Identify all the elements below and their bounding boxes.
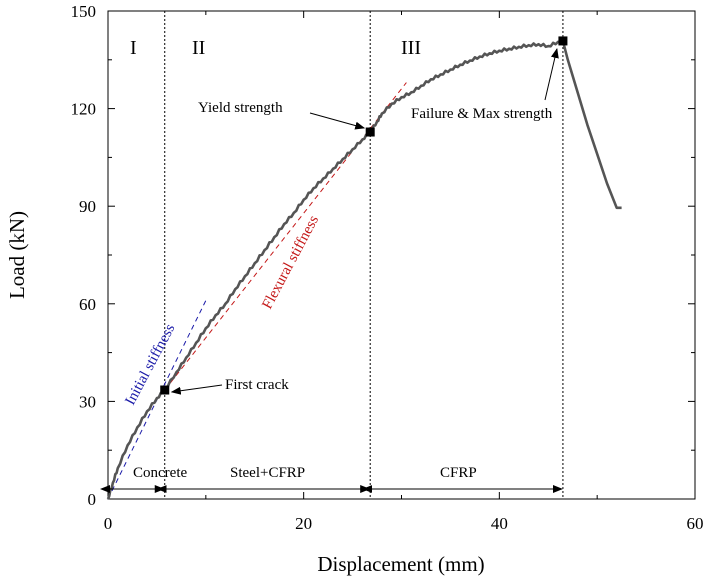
- key-point-marker: [558, 36, 568, 46]
- x-tick-label: 40: [491, 514, 508, 533]
- x-tick-label: 60: [687, 514, 704, 533]
- phase-label-cfrp: CFRP: [440, 465, 477, 481]
- y-tick-label: 150: [71, 2, 97, 21]
- annotation-arrows: [100, 47, 563, 493]
- annotation-failure-max-strength: Failure & Max strength: [411, 106, 553, 122]
- first-crack-arrow: [170, 384, 223, 395]
- y-tick-label: 90: [79, 197, 96, 216]
- x-axis-title: Displacement (mm): [317, 552, 484, 576]
- phase-label-steel-cfrp: Steel+CFRP: [230, 465, 305, 481]
- y-axis-title: Load (kN): [5, 211, 29, 299]
- y-tick-label: 0: [88, 490, 97, 509]
- stiffness-reference-lines: [107, 82, 407, 500]
- yield-strength-arrow: [309, 112, 366, 130]
- y-tick-label: 120: [71, 100, 97, 119]
- annotation-initial-stiffness: Initial stiffness: [122, 321, 178, 407]
- x-tick-label: 20: [295, 514, 312, 533]
- region-label-iii: III: [401, 37, 421, 59]
- phase-label-concrete: Concrete: [133, 465, 187, 481]
- region-label-ii: II: [192, 37, 205, 59]
- axis-ticks: [107, 10, 696, 500]
- load-displacement-curve: [106, 39, 622, 500]
- key-point-markers: [160, 36, 568, 395]
- max-strength-arrow: [544, 47, 559, 101]
- plot-frame: [107, 10, 696, 500]
- key-point-marker: [365, 127, 375, 137]
- annotation-yield-strength: Yield strength: [198, 100, 283, 116]
- y-tick-label: 30: [79, 392, 96, 411]
- annotation-flexural-stiffness: Flexural stiffness: [259, 213, 322, 312]
- region-label-i: I: [130, 37, 137, 59]
- y-tick-label: 60: [79, 295, 96, 314]
- annotation-first-crack: First crack: [225, 377, 289, 393]
- x-tick-label: 0: [104, 514, 113, 533]
- key-point-marker: [160, 385, 170, 395]
- axis-tick-labels: 0 20 40 60 0 30 60 90 120 150: [71, 2, 704, 533]
- phase-boundary-lines: [164, 11, 564, 499]
